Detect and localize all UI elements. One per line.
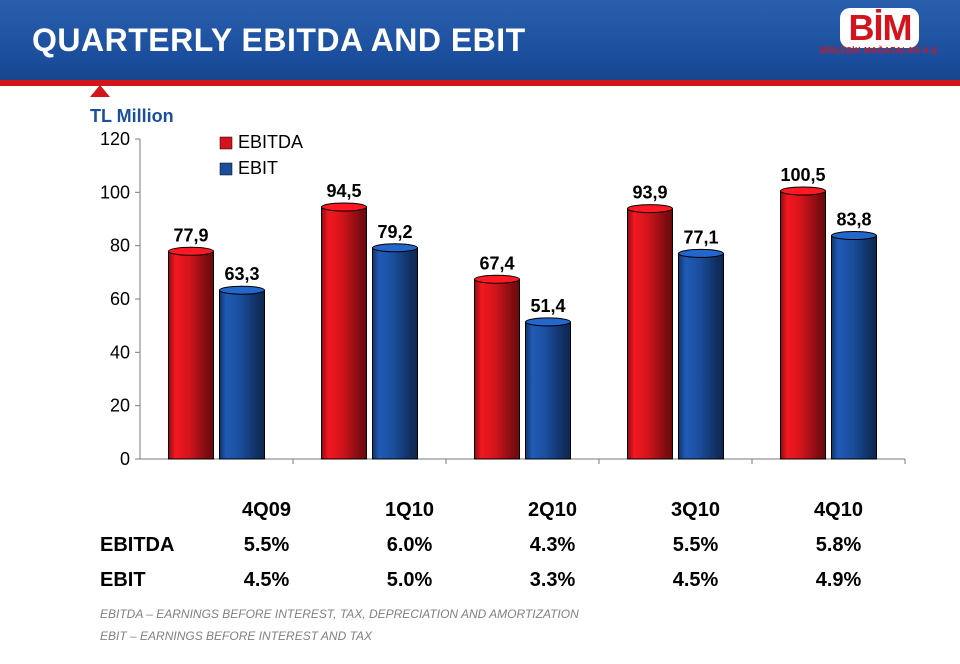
svg-text:77,1: 77,1	[683, 227, 718, 247]
slide-header: QUARTERLY EBITDA AND EBIT BİM BİRLEŞİK M…	[0, 0, 960, 80]
svg-text:83,8: 83,8	[836, 210, 871, 230]
svg-text:60: 60	[110, 289, 130, 309]
ebitda-ebit-chart: 0 20 40 60 80 100 120 EBITDA EBIT 77,9 63,3 94,5 79,…	[90, 129, 910, 489]
logo-text: BİM	[848, 7, 911, 48]
svg-text:63,3: 63,3	[224, 264, 259, 284]
cell: 4.3%	[481, 528, 624, 563]
cell: 4.5%	[624, 563, 767, 598]
row-label: EBITDA	[90, 528, 195, 563]
svg-text:20: 20	[110, 396, 130, 416]
svg-text:77,9: 77,9	[173, 225, 208, 245]
svg-text:40: 40	[110, 342, 130, 362]
svg-text:100,5: 100,5	[780, 165, 825, 185]
slide-title: QUARTERLY EBITDA AND EBIT	[32, 22, 526, 59]
cell: 6.0%	[338, 528, 481, 563]
cell: 3.3%	[481, 563, 624, 598]
period-head: 1Q10	[338, 493, 481, 528]
svg-text:0: 0	[120, 449, 130, 469]
y-axis-unit-label: TL Million	[90, 106, 910, 127]
svg-text:80: 80	[110, 236, 130, 256]
cell: 5.5%	[195, 528, 338, 563]
table-row: EBIT 4.5% 5.0% 3.3% 4.5% 4.9%	[90, 563, 910, 598]
period-head: 4Q10	[767, 493, 910, 528]
footnote: EBIT – EARNINGS BEFORE INTEREST AND TAX	[100, 626, 910, 648]
period-head: 3Q10	[624, 493, 767, 528]
svg-text:120: 120	[100, 129, 130, 149]
logo-subtext: BİRLEŞİK MAĞAZALAR A.Ş.	[820, 46, 940, 55]
cell: 5.8%	[767, 528, 910, 563]
period-head: 2Q10	[481, 493, 624, 528]
footnote: EBITDA – EARNINGS BEFORE INTEREST, TAX, …	[100, 604, 910, 626]
cell: 4.9%	[767, 563, 910, 598]
footnotes: EBITDA – EARNINGS BEFORE INTEREST, TAX, …	[90, 604, 910, 647]
percentages-table: 4Q09 1Q10 2Q10 3Q10 4Q10 EBITDA 5.5% 6.0…	[90, 493, 910, 598]
svg-text:94,5: 94,5	[326, 181, 361, 201]
svg-text:51,4: 51,4	[530, 296, 565, 316]
svg-text:EBITDA: EBITDA	[238, 132, 303, 152]
company-logo: BİM BİRLEŞİK MAĞAZALAR A.Ş.	[820, 8, 940, 55]
chart-svg: 0 20 40 60 80 100 120 EBITDA EBIT 77,9 63,3 94,5 79,…	[90, 129, 910, 489]
svg-text:79,2: 79,2	[377, 222, 412, 242]
svg-text:EBIT: EBIT	[238, 158, 278, 178]
table-corner	[90, 493, 195, 528]
period-head: 4Q09	[195, 493, 338, 528]
row-label: EBIT	[90, 563, 195, 598]
table-header-row: 4Q09 1Q10 2Q10 3Q10 4Q10	[90, 493, 910, 528]
svg-text:67,4: 67,4	[479, 253, 514, 273]
svg-text:93,9: 93,9	[632, 183, 667, 203]
table-row: EBITDA 5.5% 6.0% 4.3% 5.5% 5.8%	[90, 528, 910, 563]
cell: 5.5%	[624, 528, 767, 563]
svg-text:100: 100	[100, 182, 130, 202]
cell: 4.5%	[195, 563, 338, 598]
cell: 5.0%	[338, 563, 481, 598]
